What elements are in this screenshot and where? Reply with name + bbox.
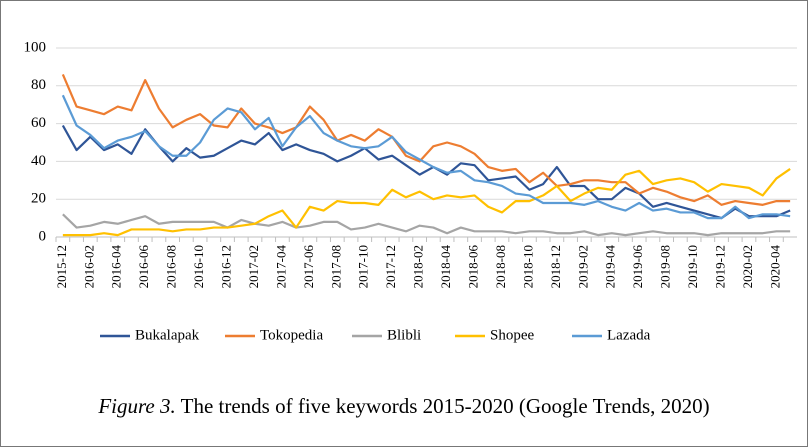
x-tick-label: 2018-02 xyxy=(411,245,426,288)
y-tick-label: 0 xyxy=(39,228,47,244)
legend-label: Tokopedia xyxy=(260,327,323,343)
series-line xyxy=(61,124,791,220)
legend-label: Lazada xyxy=(607,327,651,343)
legend-label: Blibli xyxy=(387,327,421,343)
x-tick-label: 2017-02 xyxy=(246,245,261,288)
y-tick-label: 60 xyxy=(31,115,46,131)
caption-text: The trends of five keywords 2015-2020 (G… xyxy=(181,394,710,418)
x-tick-label: 2018-12 xyxy=(548,245,563,288)
x-tick-label: 2018-04 xyxy=(438,245,453,289)
y-tick-label: 40 xyxy=(31,153,46,169)
legend-label: Shopee xyxy=(490,327,535,343)
x-tick-label: 2016-10 xyxy=(191,245,206,288)
series-line xyxy=(62,168,791,237)
x-tick-label: 2019-10 xyxy=(685,245,700,288)
y-tick-label: 80 xyxy=(31,77,46,93)
x-tick-label: 2017-04 xyxy=(273,245,288,289)
y-tick-label: 100 xyxy=(24,39,47,55)
x-tick-label: 2017-10 xyxy=(356,245,371,288)
x-tick-label: 2017-12 xyxy=(383,245,398,288)
legend-label: Bukalapak xyxy=(135,327,200,343)
caption-label: Figure 3. xyxy=(97,394,175,418)
x-tick-label: 2016-06 xyxy=(136,245,151,289)
series-line xyxy=(61,74,791,206)
x-tick-label: 2017-06 xyxy=(301,245,316,289)
x-tick-label: 2020-04 xyxy=(767,245,782,289)
x-tick-label: 2016-12 xyxy=(219,245,234,288)
x-tick-label: 2019-02 xyxy=(575,245,590,288)
series-line xyxy=(61,94,791,220)
x-tick-label: 2018-10 xyxy=(520,245,535,288)
x-tick-label: 2016-02 xyxy=(81,245,96,288)
y-tick-label: 20 xyxy=(31,191,46,207)
series-line xyxy=(62,213,791,237)
x-tick-label: 2020-02 xyxy=(740,245,755,288)
x-tick-label: 2015-12 xyxy=(54,245,69,288)
x-tick-label: 2017-08 xyxy=(328,245,343,288)
x-tick-label: 2018-06 xyxy=(466,245,481,289)
x-tick-label: 2018-08 xyxy=(493,245,508,288)
x-tick-label: 2016-08 xyxy=(164,245,179,288)
x-tick-label: 2019-12 xyxy=(713,245,728,288)
caption: Figure 3. The trends of five keywords 20… xyxy=(97,394,709,418)
x-tick-label: 2019-06 xyxy=(630,245,645,289)
x-tick-label: 2019-08 xyxy=(658,245,673,288)
x-tick-label: 2016-04 xyxy=(109,245,124,289)
x-tick-label: 2019-04 xyxy=(603,245,618,289)
